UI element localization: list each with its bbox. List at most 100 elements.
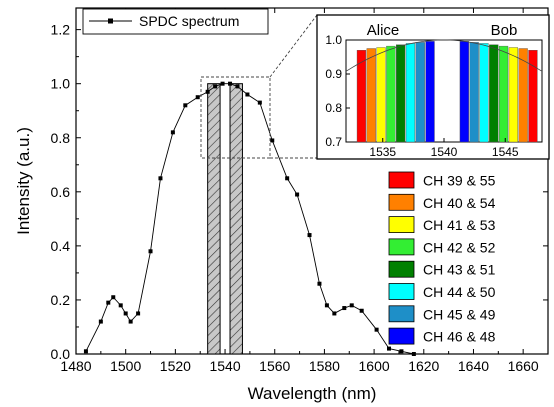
y-tick-label: 0.6 xyxy=(51,184,71,200)
data-point xyxy=(359,308,364,313)
data-point xyxy=(307,233,312,238)
channel-swatch xyxy=(388,171,415,189)
inset-bar xyxy=(366,48,376,143)
legend: SPDC spectrum xyxy=(82,8,269,35)
inset-y-tick-label: 0.8 xyxy=(325,101,342,115)
x-tick-label: 1540 xyxy=(209,358,240,374)
inset-bar xyxy=(489,44,499,143)
inset-bar xyxy=(425,41,435,143)
data-point xyxy=(213,84,218,89)
data-point xyxy=(399,349,404,354)
data-point xyxy=(411,352,416,356)
x-tick-label: 1620 xyxy=(408,358,439,374)
data-point xyxy=(136,311,141,316)
inset-bar xyxy=(386,45,396,143)
channel-label: CH 42 & 52 xyxy=(423,239,496,255)
y-tick-label: 0.2 xyxy=(51,292,71,308)
band-bob xyxy=(229,83,243,355)
series-line-spdc xyxy=(85,83,414,355)
y-axis-title: Intensity (a.u.) xyxy=(14,127,33,235)
inset-bar xyxy=(528,50,538,143)
data-point xyxy=(324,303,329,308)
inset-y-tick-label: 1.0 xyxy=(325,33,342,47)
y-tick-label: 0.4 xyxy=(51,238,71,254)
channel-swatch xyxy=(388,327,415,345)
inset-bar xyxy=(498,45,509,143)
inset-bar xyxy=(508,47,518,143)
data-point xyxy=(257,100,262,105)
channel-label: CH 46 & 48 xyxy=(423,329,496,345)
inset-bar xyxy=(479,43,489,143)
inset-label-alice: Alice xyxy=(367,22,400,39)
inset-x-tick-label: 1545 xyxy=(492,145,519,159)
data-point xyxy=(170,130,175,135)
y-tick-label: 0.0 xyxy=(51,346,71,362)
x-tick-label: 1580 xyxy=(309,358,340,374)
channel-swatch xyxy=(388,193,415,211)
plot-frame xyxy=(75,7,549,355)
data-point xyxy=(374,327,379,332)
channel-swatch xyxy=(388,305,415,323)
data-point xyxy=(270,138,275,143)
x-tick-label: 1480 xyxy=(60,358,91,374)
data-point xyxy=(245,92,250,97)
data-point xyxy=(220,81,225,86)
inset: 1535 1540 1545 0.7 0.8 0.9 1.0 Alice Bob xyxy=(316,14,550,160)
channel-label: CH 40 & 54 xyxy=(423,195,496,211)
data-point xyxy=(285,176,290,181)
x-tick-label: 1520 xyxy=(160,358,191,374)
x-tick-label: 1560 xyxy=(259,358,290,374)
channel-swatch xyxy=(388,216,415,234)
channel-label: CH 44 & 50 xyxy=(423,284,496,300)
inset-y-tick-label: 0.7 xyxy=(325,135,342,149)
inset-x-tick-label: 1540 xyxy=(431,145,458,159)
data-point xyxy=(295,192,300,197)
data-point xyxy=(83,349,88,354)
channel-label: CH 41 & 53 xyxy=(423,217,496,233)
inset-bar xyxy=(376,47,386,143)
inset-bar xyxy=(405,43,416,143)
y-tick-label: 1.2 xyxy=(51,22,71,38)
data-point xyxy=(205,89,210,94)
inset-x-tick-label: 1535 xyxy=(369,145,396,159)
channel-swatch xyxy=(388,260,415,278)
channel-label: CH 39 & 55 xyxy=(423,173,496,189)
legend-label: SPDC spectrum xyxy=(139,13,239,29)
inset-label-bob: Bob xyxy=(491,22,518,39)
channel-swatch xyxy=(388,283,415,300)
data-point xyxy=(128,319,133,324)
y-tick-label: 0.8 xyxy=(51,130,71,146)
zoom-connector-top xyxy=(269,14,318,78)
data-point xyxy=(387,346,392,351)
data-point xyxy=(228,81,233,86)
channel-label: CH 43 & 51 xyxy=(423,262,496,278)
data-point xyxy=(195,95,200,100)
data-point xyxy=(118,303,123,308)
inset-y-tick-label: 0.9 xyxy=(325,67,342,81)
inset-bar xyxy=(459,41,469,143)
legend-marker-sample xyxy=(108,18,113,24)
channel-label: CH 45 & 49 xyxy=(423,306,496,322)
inset-bar xyxy=(396,44,406,143)
data-point xyxy=(183,103,188,108)
inset-bar xyxy=(518,48,528,143)
data-point xyxy=(317,281,322,286)
inset-bar xyxy=(469,42,479,143)
x-tick-label: 1600 xyxy=(359,358,390,374)
data-point xyxy=(349,303,354,308)
inset-bar xyxy=(415,42,425,143)
data-point xyxy=(111,295,116,300)
x-tick-label: 1640 xyxy=(458,358,489,374)
data-point xyxy=(123,311,128,316)
data-point xyxy=(98,319,103,324)
data-point xyxy=(158,176,163,181)
data-point xyxy=(332,311,337,316)
y-tick-label: 1.0 xyxy=(51,76,71,92)
band-alice xyxy=(207,83,221,355)
data-point xyxy=(106,300,111,305)
channel-swatch xyxy=(388,238,415,256)
inset-envelope xyxy=(345,39,543,72)
channel-legend: CH 39 & 55 CH 40 & 54 CH 41 & 53 CH 42 & 52… xyxy=(388,171,496,345)
x-tick-label: 1500 xyxy=(110,358,141,374)
